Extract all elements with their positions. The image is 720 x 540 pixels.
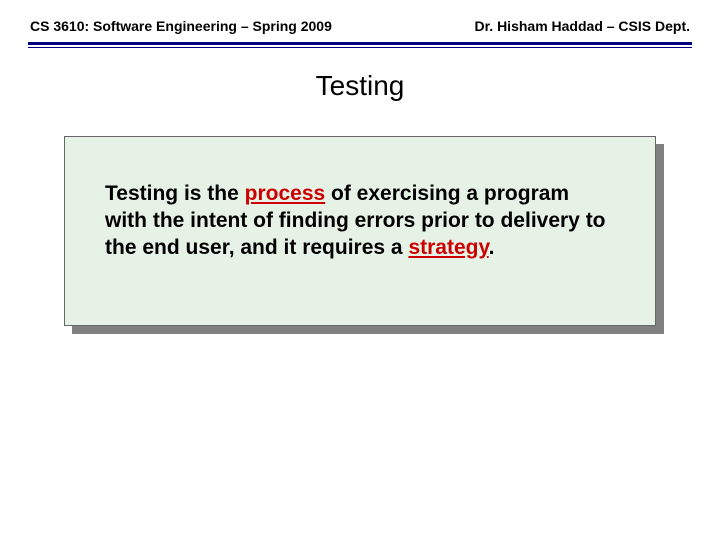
slide-header: CS 3610: Software Engineering – Spring 2… <box>28 18 692 40</box>
header-instructor: Dr. Hisham Haddad – CSIS Dept. <box>475 18 691 34</box>
highlight-strategy: strategy <box>408 236 488 259</box>
slide: CS 3610: Software Engineering – Spring 2… <box>0 0 720 540</box>
slide-title: Testing <box>28 70 692 102</box>
header-course: CS 3610: Software Engineering – Spring 2… <box>30 18 332 34</box>
highlight-process: process <box>245 182 326 205</box>
header-rule-thick <box>28 42 692 45</box>
body-seg-1: Testing is the <box>105 182 245 205</box>
content-box: Testing is the process of exercising a p… <box>64 136 656 326</box>
body-seg-3: . <box>489 236 495 259</box>
body-paragraph: Testing is the process of exercising a p… <box>105 181 615 262</box>
content-box-wrap: Testing is the process of exercising a p… <box>64 136 656 326</box>
header-rule-thin <box>28 47 692 48</box>
